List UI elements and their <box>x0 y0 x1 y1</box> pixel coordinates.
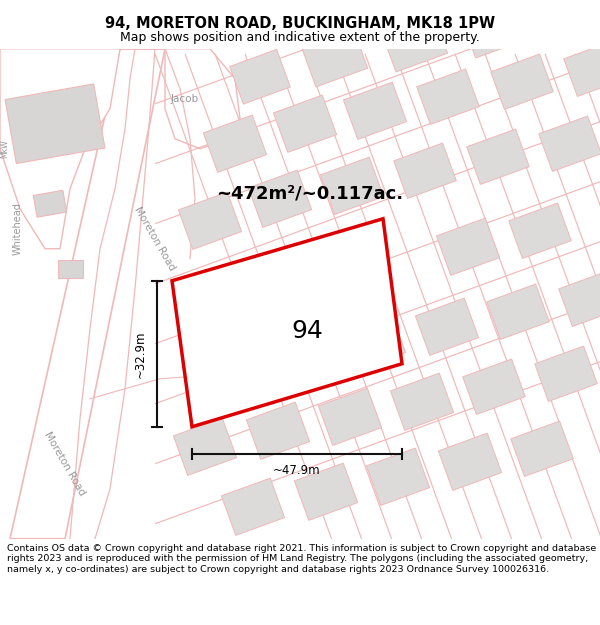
Polygon shape <box>199 342 262 399</box>
Polygon shape <box>248 170 311 227</box>
Polygon shape <box>319 388 382 446</box>
Polygon shape <box>178 192 242 249</box>
Text: MkW: MkW <box>1 139 10 158</box>
Polygon shape <box>295 463 358 521</box>
Polygon shape <box>34 190 67 218</box>
Polygon shape <box>367 448 430 506</box>
Polygon shape <box>559 271 600 326</box>
Polygon shape <box>302 31 368 87</box>
Polygon shape <box>463 4 527 58</box>
Polygon shape <box>538 0 600 48</box>
Polygon shape <box>10 49 165 539</box>
Polygon shape <box>564 41 600 96</box>
Polygon shape <box>343 82 407 139</box>
Text: 94, MORETON ROAD, BUCKINGHAM, MK18 1PW: 94, MORETON ROAD, BUCKINGHAM, MK18 1PW <box>105 16 495 31</box>
Polygon shape <box>391 373 454 431</box>
Text: Map shows position and indicative extent of the property.: Map shows position and indicative extent… <box>120 31 480 44</box>
Polygon shape <box>417 69 479 124</box>
Polygon shape <box>343 313 406 371</box>
Polygon shape <box>415 298 479 356</box>
Polygon shape <box>511 421 573 476</box>
Text: Moreton Road: Moreton Road <box>43 430 88 498</box>
Polygon shape <box>439 433 502 491</box>
Polygon shape <box>247 402 310 459</box>
Polygon shape <box>535 346 597 401</box>
Polygon shape <box>223 268 287 326</box>
Polygon shape <box>172 219 402 427</box>
Polygon shape <box>274 95 337 152</box>
Polygon shape <box>436 218 500 276</box>
Text: Jacob: Jacob <box>171 94 199 104</box>
Text: ~32.9m: ~32.9m <box>134 330 147 378</box>
Text: Whitehead: Whitehead <box>13 202 23 255</box>
Polygon shape <box>394 143 456 198</box>
Polygon shape <box>382 16 448 72</box>
Polygon shape <box>0 49 120 249</box>
Polygon shape <box>463 359 525 414</box>
Text: Moreton Road: Moreton Road <box>133 205 178 272</box>
Text: Contains OS data © Crown copyright and database right 2021. This information is : Contains OS data © Crown copyright and d… <box>7 544 596 574</box>
Polygon shape <box>509 203 571 258</box>
Polygon shape <box>539 116 600 171</box>
Polygon shape <box>230 49 290 104</box>
Polygon shape <box>491 54 553 109</box>
Polygon shape <box>271 328 334 386</box>
Text: 94: 94 <box>292 319 323 342</box>
Text: ~47.9m: ~47.9m <box>273 464 321 477</box>
Polygon shape <box>58 260 83 278</box>
Polygon shape <box>120 49 240 149</box>
Polygon shape <box>5 84 105 164</box>
Polygon shape <box>221 478 284 536</box>
Polygon shape <box>203 115 266 172</box>
Polygon shape <box>320 157 383 214</box>
Polygon shape <box>487 284 549 339</box>
Polygon shape <box>467 129 529 184</box>
Text: ~472m²/~0.117ac.: ~472m²/~0.117ac. <box>217 185 404 202</box>
Polygon shape <box>173 418 236 476</box>
